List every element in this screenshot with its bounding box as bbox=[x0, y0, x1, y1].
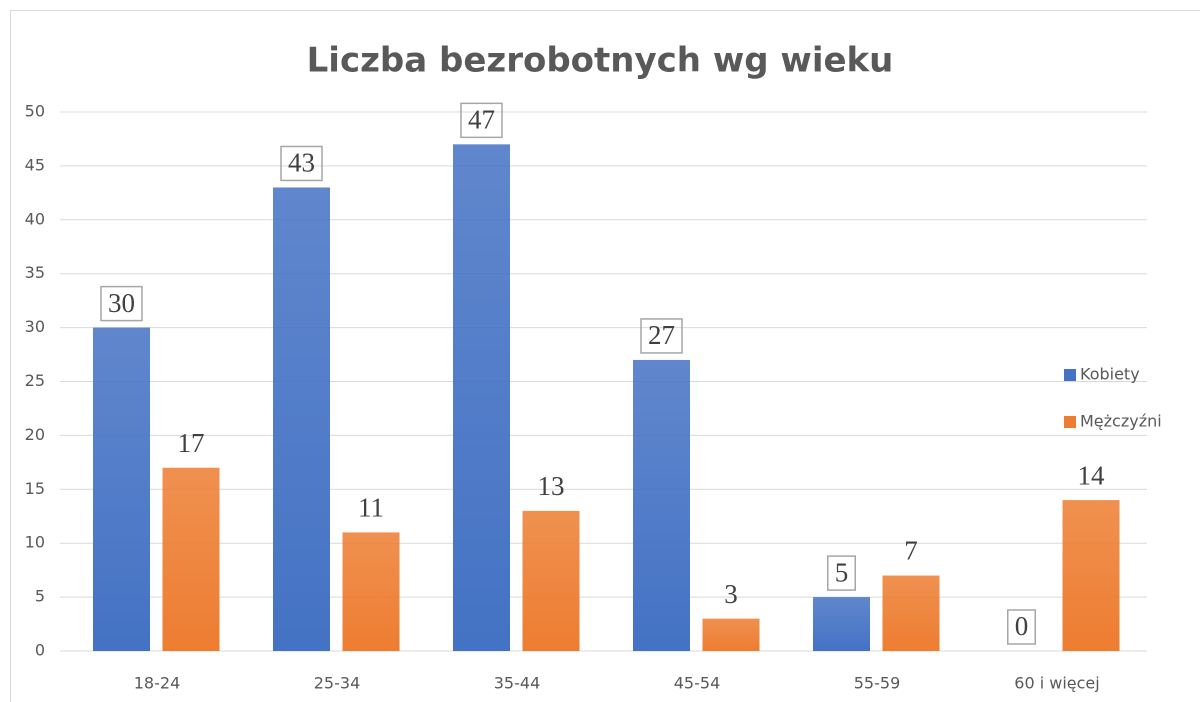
bar bbox=[882, 575, 940, 651]
y-tick-label: 40 bbox=[25, 209, 45, 228]
bar bbox=[522, 510, 580, 651]
x-tick-label: 55-59 bbox=[854, 674, 901, 693]
data-label: 14 bbox=[1078, 460, 1106, 490]
legend-swatch bbox=[1064, 416, 1076, 428]
data-label: 0 bbox=[1015, 611, 1029, 641]
y-tick-label: 0 bbox=[35, 641, 45, 660]
data-label-box bbox=[100, 285, 143, 322]
bar bbox=[93, 327, 150, 651]
chart-title: Liczba bezrobotnych wg wieku bbox=[307, 41, 894, 81]
y-tick-label: 25 bbox=[25, 371, 45, 390]
data-label: 3 bbox=[724, 579, 738, 609]
x-tick-label: 18-24 bbox=[134, 674, 181, 693]
y-tick-label: 50 bbox=[25, 102, 45, 121]
x-tick-label: 35-44 bbox=[494, 674, 541, 693]
y-tick-label: 5 bbox=[35, 587, 45, 606]
bar bbox=[453, 144, 510, 651]
data-label-box bbox=[460, 102, 503, 139]
bar bbox=[633, 359, 690, 651]
y-tick-label: 10 bbox=[25, 533, 45, 552]
y-tick-label: 20 bbox=[25, 425, 45, 444]
y-tick-label: 30 bbox=[25, 317, 45, 336]
y-tick-label: 35 bbox=[25, 263, 45, 282]
data-label: 5 bbox=[835, 557, 849, 587]
y-tick-label: 45 bbox=[25, 155, 45, 174]
y-tick-label: 15 bbox=[25, 479, 45, 498]
x-tick-label: 60 i więcej bbox=[1014, 674, 1099, 693]
x-tick-label: 45-54 bbox=[674, 674, 721, 693]
bar bbox=[273, 187, 330, 651]
data-label: 43 bbox=[288, 148, 315, 178]
data-label: 7 bbox=[904, 536, 918, 566]
legend-swatch bbox=[1064, 369, 1076, 381]
data-label-box bbox=[1007, 609, 1036, 645]
bar bbox=[342, 532, 400, 651]
bar bbox=[813, 597, 870, 651]
data-label-box bbox=[280, 145, 323, 182]
data-label: 11 bbox=[358, 493, 384, 523]
data-label: 13 bbox=[538, 471, 565, 501]
data-label-box bbox=[640, 318, 683, 354]
x-tick-label: 25-34 bbox=[314, 674, 361, 693]
data-label: 47 bbox=[468, 105, 495, 135]
bar bbox=[162, 467, 220, 651]
data-label: 17 bbox=[178, 428, 205, 458]
legend-label: Kobiety bbox=[1080, 365, 1140, 384]
bar bbox=[1062, 500, 1120, 651]
bar bbox=[702, 618, 760, 651]
data-label-box bbox=[827, 555, 856, 591]
data-label: 30 bbox=[108, 288, 135, 318]
legend-label: Mężczyźni bbox=[1080, 412, 1162, 431]
data-label: 27 bbox=[648, 320, 675, 350]
